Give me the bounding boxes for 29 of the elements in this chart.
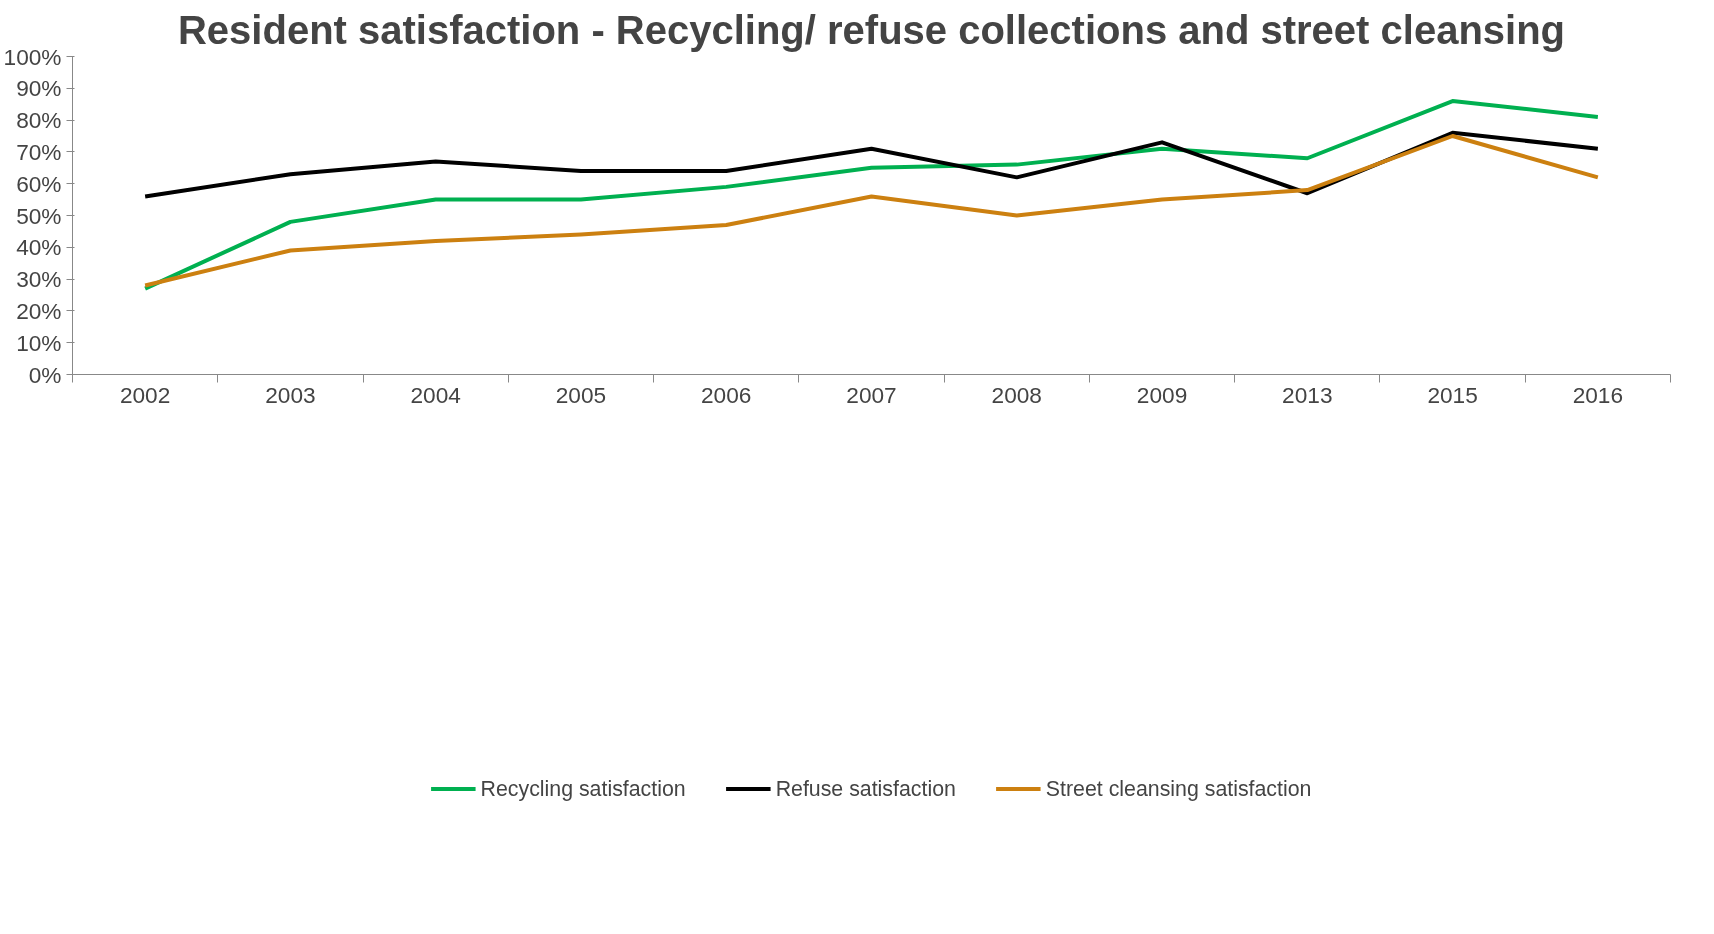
x-tick-label: 2005	[555, 381, 607, 408]
y-tick-label: 90%	[16, 75, 62, 102]
legend-label: Refuse satisfaction	[775, 776, 956, 802]
y-tick-label: 100%	[3, 43, 62, 70]
y-tick-label: 70%	[16, 138, 62, 165]
line-series	[143, 134, 1600, 288]
y-tick-label: 50%	[16, 202, 62, 229]
x-tick-label: 2016	[1572, 381, 1624, 408]
line-series	[143, 130, 1600, 199]
x-tick-label: 2013	[1282, 381, 1333, 408]
x-tick-label: 2006	[701, 381, 752, 408]
legend-label: Recycling satisfaction	[480, 776, 686, 802]
y-tick-label: 60%	[16, 170, 62, 197]
x-tick-label: 2002	[119, 381, 171, 408]
x-tick-label: 2008	[991, 381, 1042, 408]
x-tick-label: 2007	[846, 381, 897, 408]
y-tick-label: 10%	[16, 329, 62, 356]
y-tick-label: 20%	[16, 297, 62, 324]
chart-title: Resident satisfaction - Recycling/ refuse collections and street cleansing	[177, 7, 1566, 52]
y-tick-label: 40%	[16, 234, 62, 261]
y-tick-label: 0%	[28, 361, 62, 388]
legend-label: Street cleansing satisfaction	[1045, 776, 1312, 802]
y-tick-label: 80%	[16, 107, 62, 134]
x-tick-label: 2003	[265, 381, 316, 408]
y-tick-label: 30%	[16, 266, 62, 293]
x-tick-label: 2009	[1136, 381, 1188, 408]
x-tick-label: 2015	[1427, 381, 1478, 408]
line-series	[143, 99, 1600, 291]
x-tick-label: 2004	[410, 381, 461, 408]
